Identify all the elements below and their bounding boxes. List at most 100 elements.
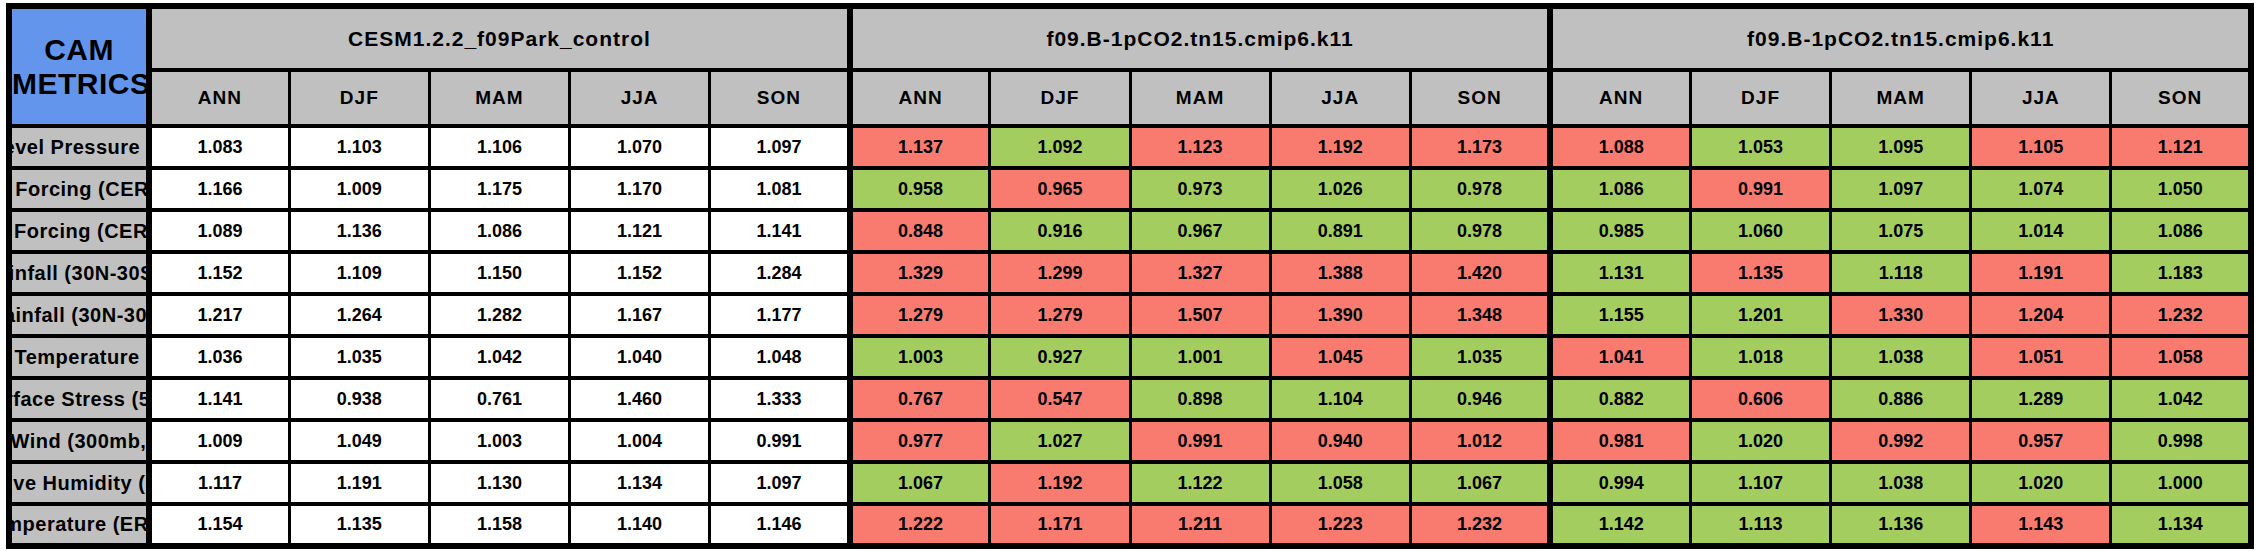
value-cell: 1.279 (850, 294, 990, 336)
metric-row: Land 2-m Temperature (Willmott)1.0361.03… (9, 336, 2251, 378)
season-header-son: SON (1410, 70, 1550, 126)
value-cell: 1.040 (570, 336, 710, 378)
value-cell: 1.109 (289, 252, 429, 294)
value-cell: 1.038 (1831, 336, 1971, 378)
table-header: CAM METRICS CESM1.2.2_f09Park_control f0… (9, 6, 2251, 126)
value-cell: 1.279 (990, 294, 1130, 336)
value-cell: 1.075 (1831, 210, 1971, 252)
value-cell: 1.081 (710, 168, 850, 210)
value-cell: 1.105 (1971, 126, 2111, 168)
value-cell: 1.131 (1550, 252, 1690, 294)
value-cell: 0.991 (1691, 168, 1831, 210)
metric-row: Relative Humidity (ERAI)1.1171.1911.1301… (9, 462, 2251, 504)
value-cell: 1.123 (1130, 126, 1270, 168)
value-cell: 1.175 (429, 168, 569, 210)
season-header-son: SON (710, 70, 850, 126)
metric-row: Sea Level Pressure (ERAI)1.0831.1031.106… (9, 126, 2251, 168)
value-cell: 1.232 (1410, 504, 1550, 546)
value-cell: 1.141 (149, 378, 289, 420)
value-cell: 0.985 (1550, 210, 1690, 252)
value-cell: 1.049 (289, 420, 429, 462)
value-cell: 1.020 (1971, 462, 2111, 504)
value-cell: 1.026 (1270, 168, 1410, 210)
column-group-experiment-2: f09.B-1pCO2.tn15.cmip6.k11 (1550, 6, 2251, 70)
value-cell: 1.014 (1971, 210, 2111, 252)
metric-label: Land 2-m Temperature (Willmott) (9, 336, 149, 378)
metric-label: Temperature (ERAI) (9, 504, 149, 546)
value-cell: 0.981 (1550, 420, 1690, 462)
value-cell: 0.848 (850, 210, 990, 252)
value-cell: 1.223 (1270, 504, 1410, 546)
value-cell: 0.940 (1270, 420, 1410, 462)
value-cell: 1.171 (990, 504, 1130, 546)
metric-label: SW Cloud Forcing (CERES-EBAF) (9, 168, 149, 210)
value-cell: 1.107 (1691, 462, 1831, 504)
season-header-ann: ANN (850, 70, 990, 126)
value-cell: 1.282 (429, 294, 569, 336)
value-cell: 0.886 (1831, 378, 1971, 420)
value-cell: 1.083 (149, 126, 289, 168)
value-cell: 1.122 (1130, 462, 1270, 504)
group-header-row: CAM METRICS CESM1.2.2_f09Park_control f0… (9, 6, 2251, 70)
season-header-djf: DJF (1691, 70, 1831, 126)
season-header-ann: ANN (1550, 70, 1690, 126)
season-header-djf: DJF (990, 70, 1130, 126)
value-cell: 1.067 (850, 462, 990, 504)
season-header-mam: MAM (1130, 70, 1270, 126)
value-cell: 1.104 (1270, 378, 1410, 420)
value-cell: 1.173 (1410, 126, 1550, 168)
value-cell: 1.027 (990, 420, 1130, 462)
value-cell: 1.048 (710, 336, 850, 378)
value-cell: 1.003 (429, 420, 569, 462)
value-cell: 1.150 (429, 252, 569, 294)
value-cell: 1.141 (710, 210, 850, 252)
metric-row: Pacific Surface Stress (5N-5S,ERS)1.1410… (9, 378, 2251, 420)
column-group-control: CESM1.2.2_f09Park_control (149, 6, 850, 70)
value-cell: 1.191 (1971, 252, 2111, 294)
value-cell: 1.390 (1270, 294, 1410, 336)
value-cell: 1.327 (1130, 252, 1270, 294)
value-cell: 1.333 (710, 378, 850, 420)
value-cell: 1.192 (1270, 126, 1410, 168)
value-cell: 1.222 (850, 504, 990, 546)
value-cell: 1.135 (289, 504, 429, 546)
value-cell: 1.134 (570, 462, 710, 504)
value-cell: 0.946 (1410, 378, 1550, 420)
value-cell: 1.170 (570, 168, 710, 210)
value-cell: 0.898 (1130, 378, 1270, 420)
value-cell: 0.958 (850, 168, 990, 210)
value-cell: 1.086 (429, 210, 569, 252)
value-cell: 0.916 (990, 210, 1130, 252)
value-cell: 1.051 (1971, 336, 2111, 378)
metric-label: Zonal Wind (300mb, ERAI) (9, 420, 149, 462)
value-cell: 1.097 (710, 126, 850, 168)
value-cell: 1.146 (710, 504, 850, 546)
value-cell: 1.264 (289, 294, 429, 336)
value-cell: 1.088 (1550, 126, 1690, 168)
value-cell: 1.204 (1971, 294, 2111, 336)
value-cell: 1.070 (570, 126, 710, 168)
column-group-experiment-1: f09.B-1pCO2.tn15.cmip6.k11 (850, 6, 1551, 70)
value-cell: 1.284 (710, 252, 850, 294)
value-cell: 1.121 (2111, 126, 2251, 168)
value-cell: 1.053 (1691, 126, 1831, 168)
value-cell: 1.289 (1971, 378, 2111, 420)
value-cell: 1.136 (1831, 504, 1971, 546)
value-cell: 1.012 (1410, 420, 1550, 462)
value-cell: 1.348 (1410, 294, 1550, 336)
value-cell: 1.001 (1130, 336, 1270, 378)
value-cell: 1.050 (2111, 168, 2251, 210)
value-cell: 1.143 (1971, 504, 2111, 546)
season-header-row: ANNDJFMAMJJASONANNDJFMAMJJASONANNDJFMAMJ… (9, 70, 2251, 126)
value-cell: 1.217 (149, 294, 289, 336)
value-cell: 1.058 (2111, 336, 2251, 378)
value-cell: 1.018 (1691, 336, 1831, 378)
value-cell: 0.978 (1410, 168, 1550, 210)
value-cell: 1.106 (429, 126, 569, 168)
value-cell: 1.388 (1270, 252, 1410, 294)
value-cell: 1.130 (429, 462, 569, 504)
value-cell: 1.121 (570, 210, 710, 252)
value-cell: 0.998 (2111, 420, 2251, 462)
table-title: CAM METRICS (9, 6, 149, 126)
value-cell: 0.938 (289, 378, 429, 420)
